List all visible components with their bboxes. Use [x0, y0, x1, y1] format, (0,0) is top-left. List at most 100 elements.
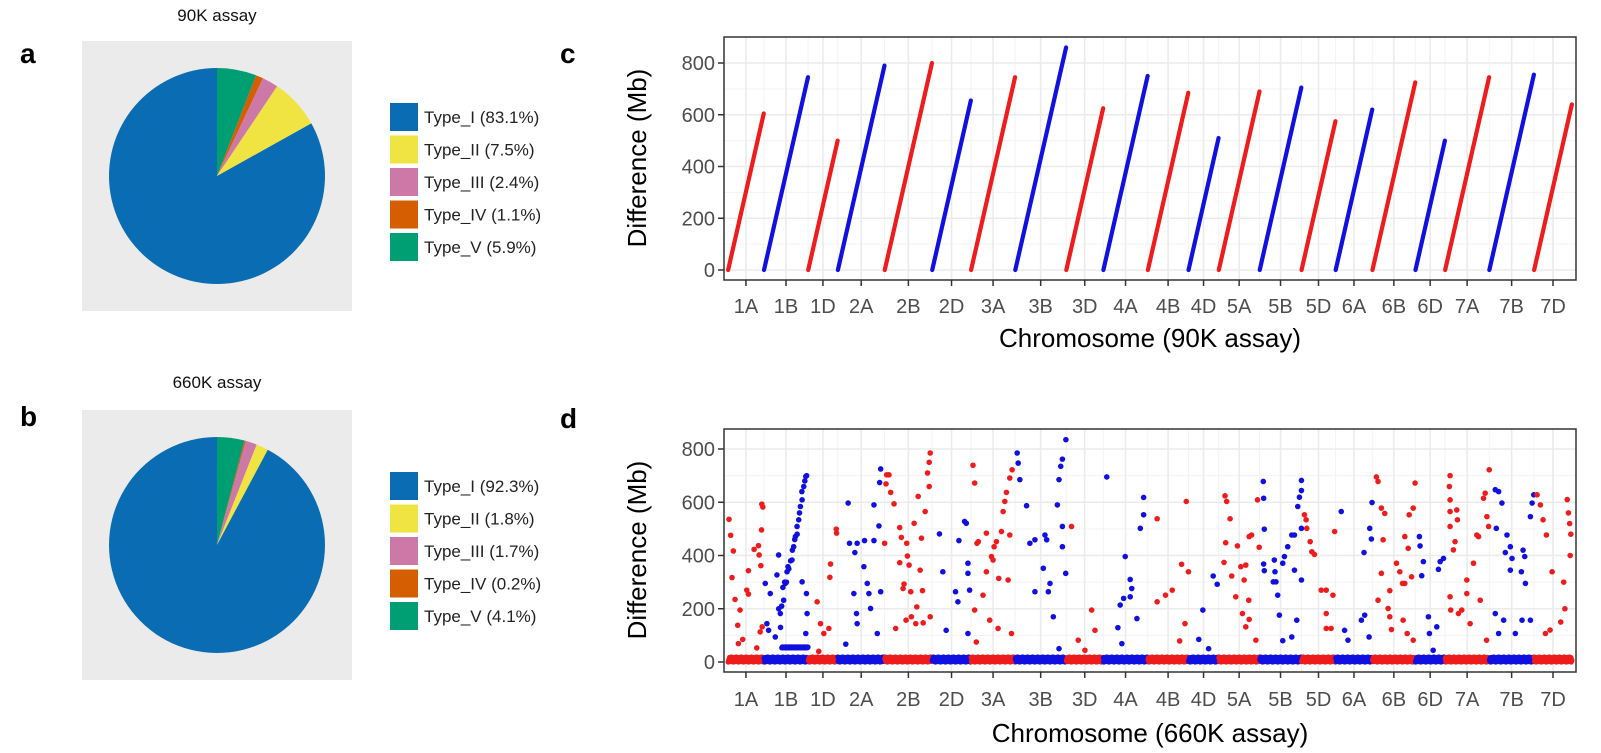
- data-point-5A: [1222, 539, 1229, 546]
- data-point-6B: [1393, 560, 1400, 567]
- data-point-3A: [973, 639, 980, 645]
- data-point-2B: [917, 567, 923, 573]
- data-point-1A: [751, 546, 757, 553]
- pie-slice-type-v: [217, 437, 245, 545]
- data-point-1A: [759, 624, 765, 630]
- data-point-7A: [1464, 577, 1470, 583]
- data-point-2B: [887, 489, 894, 496]
- chromosome-line-3D: [1064, 106, 1106, 273]
- x-tick-label: 3A: [981, 689, 1006, 711]
- data-point-7D: [1543, 532, 1550, 538]
- plot-border: [723, 36, 1577, 281]
- data-point-4D: [1214, 581, 1220, 588]
- data-point-7B: [1512, 630, 1519, 637]
- data-point-1B: [783, 579, 790, 585]
- data-point-7B: [1504, 532, 1510, 538]
- data-point-4A: [1115, 624, 1121, 631]
- data-point-1B: [791, 536, 798, 543]
- data-point-7D: [1540, 517, 1546, 523]
- data-point-6B: [1385, 605, 1391, 612]
- data-point-2A: [852, 549, 858, 556]
- data-point-6B: [1386, 613, 1393, 620]
- x-tick-label: 4D: [1191, 296, 1217, 318]
- chromosome-line-6D: [1413, 138, 1448, 273]
- data-point-7B: [1519, 617, 1525, 623]
- pie-slice-type-ii: [217, 86, 312, 176]
- data-point-6A: [1361, 549, 1367, 556]
- data-point-6A: [1358, 617, 1365, 623]
- chromosome-line-6A: [1333, 107, 1375, 273]
- data-point-3B: [1027, 540, 1033, 547]
- data-point-1D: [826, 625, 832, 632]
- data-point-1B: [772, 634, 779, 640]
- x-tick-label: 2D: [939, 296, 965, 318]
- data-point-6A: [1361, 612, 1368, 618]
- data-point-5D: [1323, 610, 1330, 617]
- data-point-4A: [1117, 602, 1123, 608]
- data-point-2D: [956, 537, 962, 544]
- data-point-4A: [1137, 525, 1144, 532]
- data-point-6B: [1410, 505, 1417, 511]
- data-point-4A: [1127, 576, 1134, 583]
- data-point-2B: [924, 470, 931, 476]
- data-point-5B: [1298, 577, 1305, 583]
- x-tick-label: 3A: [981, 296, 1006, 318]
- chromosome-line-5A: [1216, 89, 1262, 273]
- x-tick-label: 7D: [1540, 689, 1566, 711]
- y-tick-label: 400: [682, 546, 715, 568]
- data-point-7A: [1453, 507, 1460, 513]
- data-point-2A: [842, 641, 849, 647]
- data-point-3B: [1056, 476, 1062, 483]
- data-point-7B: [1520, 547, 1526, 553]
- data-point-1B: [794, 523, 800, 530]
- data-point-5D: [1303, 525, 1310, 532]
- data-point-1D: [815, 648, 822, 655]
- data-point-4D: [1205, 645, 1212, 652]
- data-point-1A: [745, 567, 752, 574]
- data-point-2B: [903, 617, 909, 623]
- data-point-5D: [1311, 551, 1318, 558]
- data-point-7B: [1495, 488, 1502, 495]
- chromosome-line-2A: [835, 63, 887, 273]
- x-tick-label: 1D: [810, 689, 836, 711]
- data-point-7D: [1557, 619, 1564, 625]
- data-point-7D: [1564, 496, 1571, 503]
- x-tick-label: 4A: [1113, 689, 1138, 711]
- x-tick-label: 2D: [939, 689, 965, 711]
- data-point-3A: [990, 557, 996, 563]
- data-point-6B: [1400, 617, 1406, 623]
- data-point-7B: [1492, 610, 1499, 617]
- data-point-3B: [1063, 436, 1069, 443]
- data-point-1B: [775, 552, 782, 558]
- data-point-5B: [1294, 503, 1301, 510]
- data-point-7D: [1566, 520, 1573, 527]
- legend-key: [390, 135, 418, 164]
- data-point-5B: [1279, 560, 1286, 567]
- legend-label: Type_III (2.4%): [424, 173, 539, 192]
- data-point-1A: [732, 596, 738, 603]
- data-point-7A: [1485, 523, 1492, 530]
- data-point-1A: [737, 607, 743, 613]
- data-point-5B: [1298, 477, 1305, 484]
- data-point-2A: [876, 523, 882, 529]
- data-point-5A: [1223, 498, 1230, 505]
- data-point-6B: [1406, 511, 1412, 518]
- data-point-7D: [1534, 491, 1540, 498]
- y-tick-label: 800: [682, 439, 715, 461]
- data-point-5A: [1253, 637, 1259, 643]
- x-tick-label: 6D: [1417, 689, 1443, 711]
- data-point-7A: [1477, 597, 1484, 604]
- data-point-4A: [1103, 474, 1110, 480]
- legend-key: [390, 233, 418, 261]
- x-tick-label: 5B: [1268, 296, 1292, 318]
- chromosome-line-5B: [1257, 85, 1304, 273]
- data-point-1B: [799, 488, 805, 495]
- data-point-3B: [1054, 502, 1061, 508]
- x-tick-label: 1A: [734, 689, 759, 711]
- data-point-1D: [827, 574, 833, 581]
- data-point-5B: [1296, 494, 1303, 500]
- data-point-7A: [1475, 533, 1482, 540]
- data-point-1B: [789, 547, 796, 553]
- data-point-7A: [1458, 607, 1465, 613]
- data-point-5B: [1298, 525, 1305, 532]
